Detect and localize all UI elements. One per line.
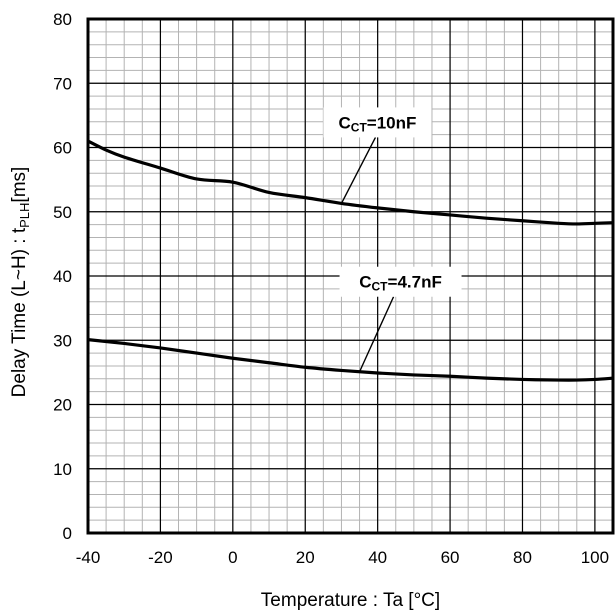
y-tick-label: 0: [63, 524, 72, 543]
y-tick-label: 30: [53, 331, 72, 350]
x-tick-label: 20: [296, 548, 315, 567]
series-lines: [87, 139, 614, 382]
x-tick-label: 60: [441, 548, 460, 567]
series-label-leader: [358, 296, 395, 373]
x-tick-label: 80: [513, 548, 532, 567]
y-tick-label: 10: [53, 460, 72, 479]
y-tick-label: 40: [53, 267, 72, 286]
series-label-main: C: [339, 113, 351, 132]
x-tick-label: 0: [228, 548, 237, 567]
y-axis-label: Delay Time (L~H) : tPLH[ms]: [9, 167, 32, 398]
series-label-rest: =10nF: [367, 113, 417, 132]
y-axis-label-prefix: Delay Time (L~H) : t: [9, 227, 30, 397]
tick-labels: -40 -20 0 20 40 60 80 100 0 10 20 30 40 50 60 70 80: [53, 10, 609, 567]
y-tick-label: 60: [53, 139, 72, 158]
x-tick-label: 100: [581, 548, 609, 567]
x-tick-label: -40: [76, 548, 101, 567]
series-label-sub: CT: [351, 120, 368, 134]
plot-frame: [86, 17, 615, 535]
x-axis-label: Temperature : Ta [°C]: [261, 590, 440, 611]
series-label-leader: [340, 137, 377, 204]
y-tick-label: 50: [53, 203, 72, 222]
series-label-sub: CT: [372, 280, 389, 294]
series-label: CCT=10nF: [339, 113, 417, 134]
y-tick-label: 80: [53, 10, 72, 29]
y-tick-label: 20: [53, 396, 72, 415]
series-label-box: [323, 107, 432, 138]
series-label: CCT=4.7nF: [359, 273, 442, 294]
y-axis-label-suffix: [ms]: [9, 167, 30, 203]
y-tick-label: 70: [53, 74, 72, 93]
series-label-box: [339, 266, 462, 297]
y-axis-label-sub: PLH: [17, 203, 32, 228]
x-tick-label: 40: [368, 548, 387, 567]
series-line-2: [87, 338, 614, 382]
series-line-1: [87, 139, 614, 226]
x-tick-label: -20: [148, 548, 173, 567]
series-label-rest: =4.7nF: [388, 273, 442, 292]
series-label-main: C: [359, 273, 371, 292]
